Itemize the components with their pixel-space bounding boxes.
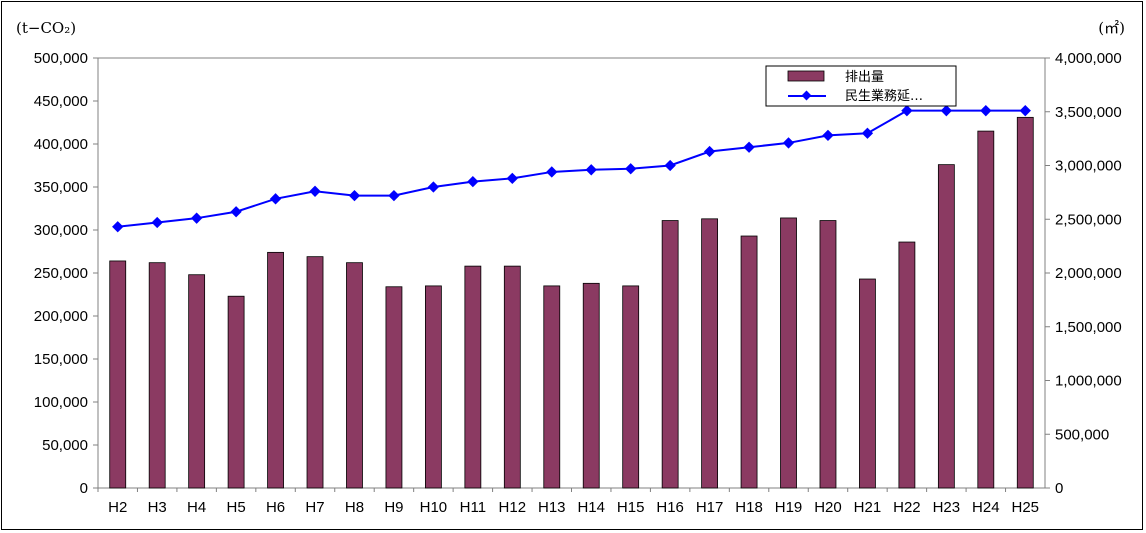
x-axis-tick-label: H18 — [735, 499, 763, 516]
x-axis-tick-label: H22 — [893, 499, 921, 516]
point-floor-area — [782, 137, 795, 149]
bar-emissions — [819, 220, 837, 489]
right-axis-unit: (㎡) — [1098, 19, 1125, 37]
point-floor-area — [703, 145, 716, 158]
x-axis-tick-label: H19 — [775, 499, 803, 516]
plot-area: 0 50,000 100,000 150,000 200,000 250,000 300,0… — [34, 50, 1122, 516]
point-floor-area — [388, 189, 400, 202]
line-floor-area — [117, 109, 1026, 228]
bar-emissions — [424, 285, 442, 489]
x-axis-tick-label: H24 — [972, 499, 1000, 516]
point-floor-area — [348, 189, 361, 202]
bar-emissions — [346, 262, 363, 489]
right-axis-tick-label: 4,000,000 — [1055, 50, 1122, 67]
bar-emissions — [661, 220, 679, 489]
right-axis-tick-label: 2,000,000 — [1055, 265, 1122, 282]
x-axis-tick-label: H11 — [460, 499, 486, 516]
x-axis-tick-label: H9 — [384, 499, 403, 516]
legend-swatch-marker — [801, 90, 812, 101]
point-floor-area — [309, 185, 321, 197]
bar-emissions — [109, 260, 127, 489]
left-axis-tick-label: 500,000 — [34, 50, 88, 67]
x-axis-tick-label: H8 — [345, 499, 364, 516]
point-floor-area — [546, 166, 558, 178]
bar-emissions — [898, 241, 916, 489]
x-axis-tick-label: H16 — [656, 499, 684, 516]
x-axis-tick-label: H20 — [814, 499, 842, 516]
point-floor-area — [585, 164, 597, 176]
bar-emissions — [464, 265, 482, 489]
left-axis-tick-label: 0 — [80, 480, 88, 497]
point-floor-area — [625, 163, 637, 175]
bar-emissions — [780, 217, 797, 489]
right-axis-tick-label: 3,000,000 — [1055, 158, 1122, 175]
point-floor-area — [151, 216, 163, 229]
bar-emissions — [622, 285, 640, 489]
x-axis-tick-label: H10 — [420, 499, 448, 516]
x-axis-tick-label: H23 — [933, 499, 961, 516]
legend-swatch-bar — [787, 70, 825, 82]
left-axis-tick-label: 200,000 — [34, 308, 88, 325]
left-axis-tick-label: 350,000 — [34, 179, 88, 196]
bar-emissions — [385, 286, 403, 489]
legend: 排出量 民生業務延… — [765, 65, 957, 107]
left-axis-tick-label: 50,000 — [42, 437, 88, 454]
bar-emissions — [582, 282, 600, 489]
bar-emissions — [543, 285, 561, 489]
point-floor-area — [743, 141, 755, 153]
x-axis-tick-label: H15 — [617, 499, 645, 516]
x-axis-tick-label: H25 — [1012, 499, 1040, 516]
bar-emissions — [740, 235, 758, 489]
right-axis-tick-label: 2,500,000 — [1055, 211, 1122, 228]
point-floor-area — [467, 175, 479, 188]
bar-emissions — [977, 130, 995, 489]
x-axis-tick-label: H4 — [187, 499, 206, 516]
left-axis-tick-label: 150,000 — [34, 351, 88, 368]
bar-emissions — [937, 164, 955, 489]
bar-emissions — [227, 295, 245, 489]
x-axis-tick-label: H17 — [696, 499, 724, 516]
x-axis-tick-label: H2 — [108, 499, 127, 516]
bar-emissions — [267, 251, 284, 489]
plot-border — [97, 57, 1046, 489]
x-axis-tick-label: H6 — [266, 499, 285, 516]
point-floor-area — [190, 212, 203, 224]
bar-emissions — [1016, 116, 1034, 489]
point-floor-area — [506, 172, 518, 185]
left-axis-tick-label: 100,000 — [34, 394, 88, 411]
point-floor-area — [664, 159, 676, 172]
left-axis-tick-label: 300,000 — [34, 222, 88, 239]
right-axis-tick-label: 1,500,000 — [1055, 319, 1122, 336]
bar-emissions — [188, 274, 206, 489]
right-axis-tick-label: 0 — [1055, 480, 1063, 497]
right-axis-tick-label: 1,000,000 — [1055, 373, 1122, 390]
x-axis-tick-label: H12 — [499, 499, 527, 516]
point-floor-area — [230, 206, 242, 218]
x-axis-tick-label: H3 — [148, 499, 167, 516]
point-floor-area — [427, 181, 440, 193]
point-floor-area — [861, 127, 874, 139]
left-axis-tick-label: 250,000 — [34, 265, 88, 282]
x-axis-tick-label: H14 — [577, 499, 605, 516]
x-axis-tick-label: H7 — [305, 499, 324, 516]
right-axis-tick-label: 3,500,000 — [1055, 104, 1122, 121]
bar-emissions — [306, 256, 324, 489]
bar-emissions — [148, 262, 166, 489]
legend-label-floor-area: 民生業務延… — [845, 88, 923, 104]
bar-emissions — [701, 218, 719, 489]
left-axis-tick-label: 450,000 — [34, 93, 88, 110]
left-axis-unit: (t−CO₂) — [16, 19, 76, 37]
x-axis-tick-label: H5 — [227, 499, 246, 516]
left-axis-tick-label: 400,000 — [34, 136, 88, 153]
legend-label-emissions: 排出量 — [845, 70, 884, 85]
right-axis-tick-label: 500,000 — [1055, 426, 1109, 443]
x-axis-tick-label: H13 — [538, 499, 566, 516]
point-floor-area — [269, 193, 282, 205]
bar-emissions — [503, 265, 521, 489]
x-axis-tick-label: H21 — [854, 499, 882, 516]
point-floor-area — [822, 129, 834, 142]
bar-emissions — [859, 278, 876, 489]
